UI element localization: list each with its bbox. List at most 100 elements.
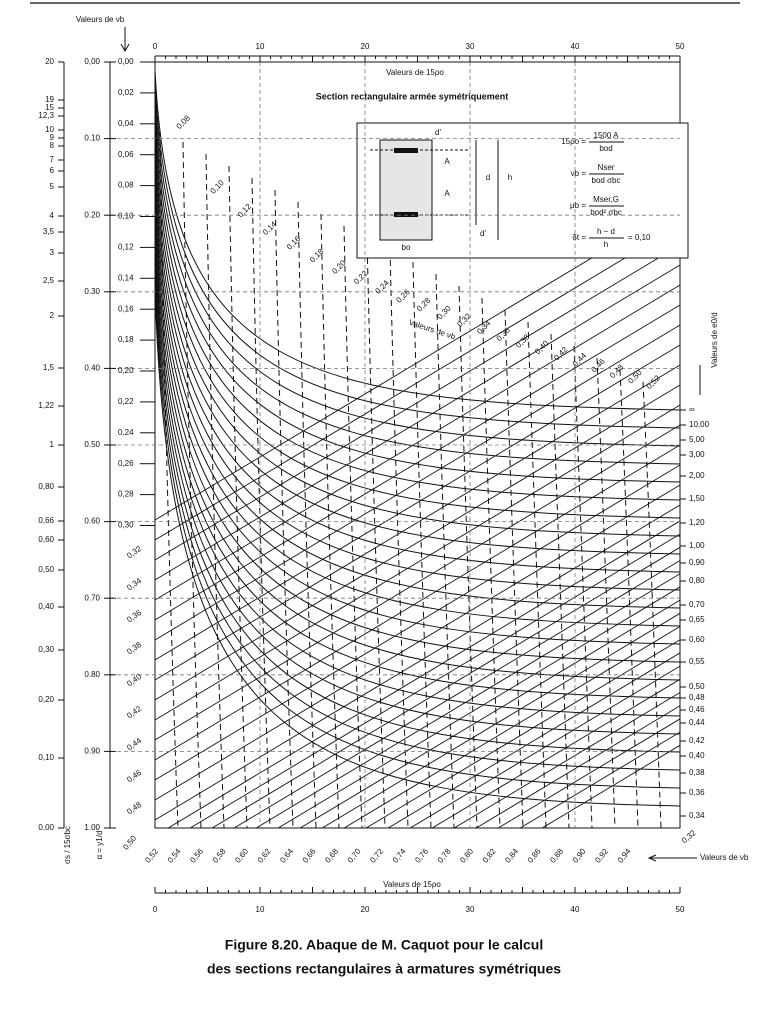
sigma-tick-label: 2	[50, 311, 55, 320]
curve	[155, 139, 680, 537]
curve-label: 0,28	[415, 295, 433, 313]
axis-tick-label: 50	[676, 42, 685, 51]
sigma-tick-label: 1,5	[43, 363, 55, 372]
curve	[155, 269, 680, 771]
bottom-label: 0,74	[391, 846, 408, 864]
axis-tick-label: 10	[256, 905, 265, 914]
curve	[155, 209, 680, 663]
dashed-curve	[481, 297, 501, 828]
curve	[155, 249, 680, 735]
right-scale-label: Valeurs de e0/d	[710, 312, 719, 367]
sigma-tick-label: 7	[50, 155, 55, 164]
sigma-tick-label: 1	[50, 440, 55, 449]
dashed-curve	[159, 129, 179, 828]
sigma-tick-label: 4	[50, 211, 55, 220]
nu-tick-label: 0,04	[118, 119, 134, 128]
nu-tick-label: 0,08	[118, 181, 134, 190]
alpha-tick-label: 0.90	[84, 747, 100, 756]
dashed-curve	[251, 177, 271, 828]
curve	[155, 149, 680, 555]
sigma-tick-label: 0,20	[38, 695, 54, 704]
alpha-line	[155, 324, 680, 641]
dashed-curve	[573, 345, 593, 828]
alpha-line	[155, 244, 680, 561]
nu-diagonal-label: 0,34	[125, 576, 143, 593]
nu-tick-label: 0,12	[118, 243, 134, 252]
bottom-label: 0,88	[548, 846, 565, 864]
formula-lhs: μb =	[570, 201, 586, 210]
sigma-label: σs / 15σbc	[63, 826, 72, 864]
alpha-line	[155, 404, 680, 721]
sigma-tick-label: 3,5	[43, 227, 55, 236]
right-tick-label: 1,20	[689, 518, 705, 527]
nu-diagonal-label: 0,44	[125, 736, 143, 753]
alpha-line	[155, 264, 680, 581]
curve-label: 0,20	[330, 258, 348, 276]
curve-label: 0,10	[209, 178, 227, 196]
bottom-label: 0,82	[481, 846, 498, 864]
right-tick-label: 0,50	[689, 682, 705, 691]
formula-den: h	[604, 240, 608, 249]
bottom-label: 0,78	[436, 846, 453, 864]
alpha-line	[155, 384, 680, 701]
curve-label: 0,18	[308, 247, 326, 265]
alpha-line	[277, 586, 680, 828]
sigma-tick-label: 0,50	[38, 565, 54, 574]
curve	[155, 179, 680, 609]
bottom-label: 0,90	[571, 846, 588, 864]
sigma-tick-label: 2,5	[43, 276, 55, 285]
axis-tick-label: 10	[256, 42, 265, 51]
formula-lhs: δt =	[572, 233, 586, 242]
sigma-tick-label: 0,10	[38, 753, 54, 762]
formula-den: bod σbc	[592, 176, 621, 185]
nu-tick-label: 0,16	[118, 304, 134, 313]
nu-tick-label: 0,18	[118, 335, 134, 344]
caption: Figure 8.20. Abaque de M. Caquot pour le…	[225, 937, 543, 953]
dashed-curve	[458, 285, 478, 828]
curve-label: 0,12	[236, 202, 254, 220]
right-tick-label: 0,40	[689, 751, 705, 760]
alpha-line	[167, 520, 680, 828]
alpha-line	[387, 652, 680, 828]
alpha-tick-label: 0.70	[84, 593, 100, 602]
alpha-label: α = y1/d	[95, 831, 104, 860]
curve-label: 0,46	[589, 357, 607, 375]
right-tick-label: 0,44	[689, 718, 705, 727]
sigma-tick-label: 0,80	[38, 482, 54, 491]
sigma-tick-label: 10	[45, 125, 54, 134]
alpha-tick-label: 0.30	[84, 287, 100, 296]
nu-title: Valeurs de νb	[76, 15, 125, 24]
axis-tick-label: 30	[466, 42, 475, 51]
bottom-label: 0,64	[278, 846, 295, 864]
sigma-tick-label: 8	[50, 141, 55, 150]
sigma-tick-label: 3	[50, 248, 55, 257]
dashed-curve	[366, 237, 386, 828]
curve-label: 0,22	[352, 268, 370, 286]
axis-tick-label: 30	[466, 905, 475, 914]
right-tick-label: 1,00	[689, 541, 705, 550]
bottom-axis-title: Valeurs de 15ρo	[383, 880, 441, 889]
dashed-curve	[182, 141, 202, 828]
nu-diagonal-label: 0,38	[125, 640, 143, 657]
sigma-tick-label: 9	[50, 133, 55, 142]
alpha-tick-label: 0.50	[84, 440, 100, 449]
sigma-tick-label: 12,3	[38, 111, 54, 120]
nu-tick-label: 0,26	[118, 459, 134, 468]
curve	[155, 89, 680, 447]
alpha-tick-label: 0,00	[84, 57, 100, 66]
right-tick-label: 1,50	[689, 494, 705, 503]
alpha-tick-label: 0.60	[84, 517, 100, 526]
inset-label: d'	[480, 229, 486, 238]
alpha-line	[343, 625, 680, 828]
curves	[155, 69, 680, 828]
alpha-line	[497, 718, 680, 828]
curve	[155, 229, 680, 699]
alpha-line	[409, 665, 680, 828]
alpha-tick-label: 0.80	[84, 670, 100, 679]
curve	[155, 69, 680, 411]
curve-label: 0,50	[626, 368, 644, 386]
alpha-line	[155, 304, 680, 621]
inset-label: d	[486, 173, 490, 182]
dashed-curve	[343, 225, 363, 828]
